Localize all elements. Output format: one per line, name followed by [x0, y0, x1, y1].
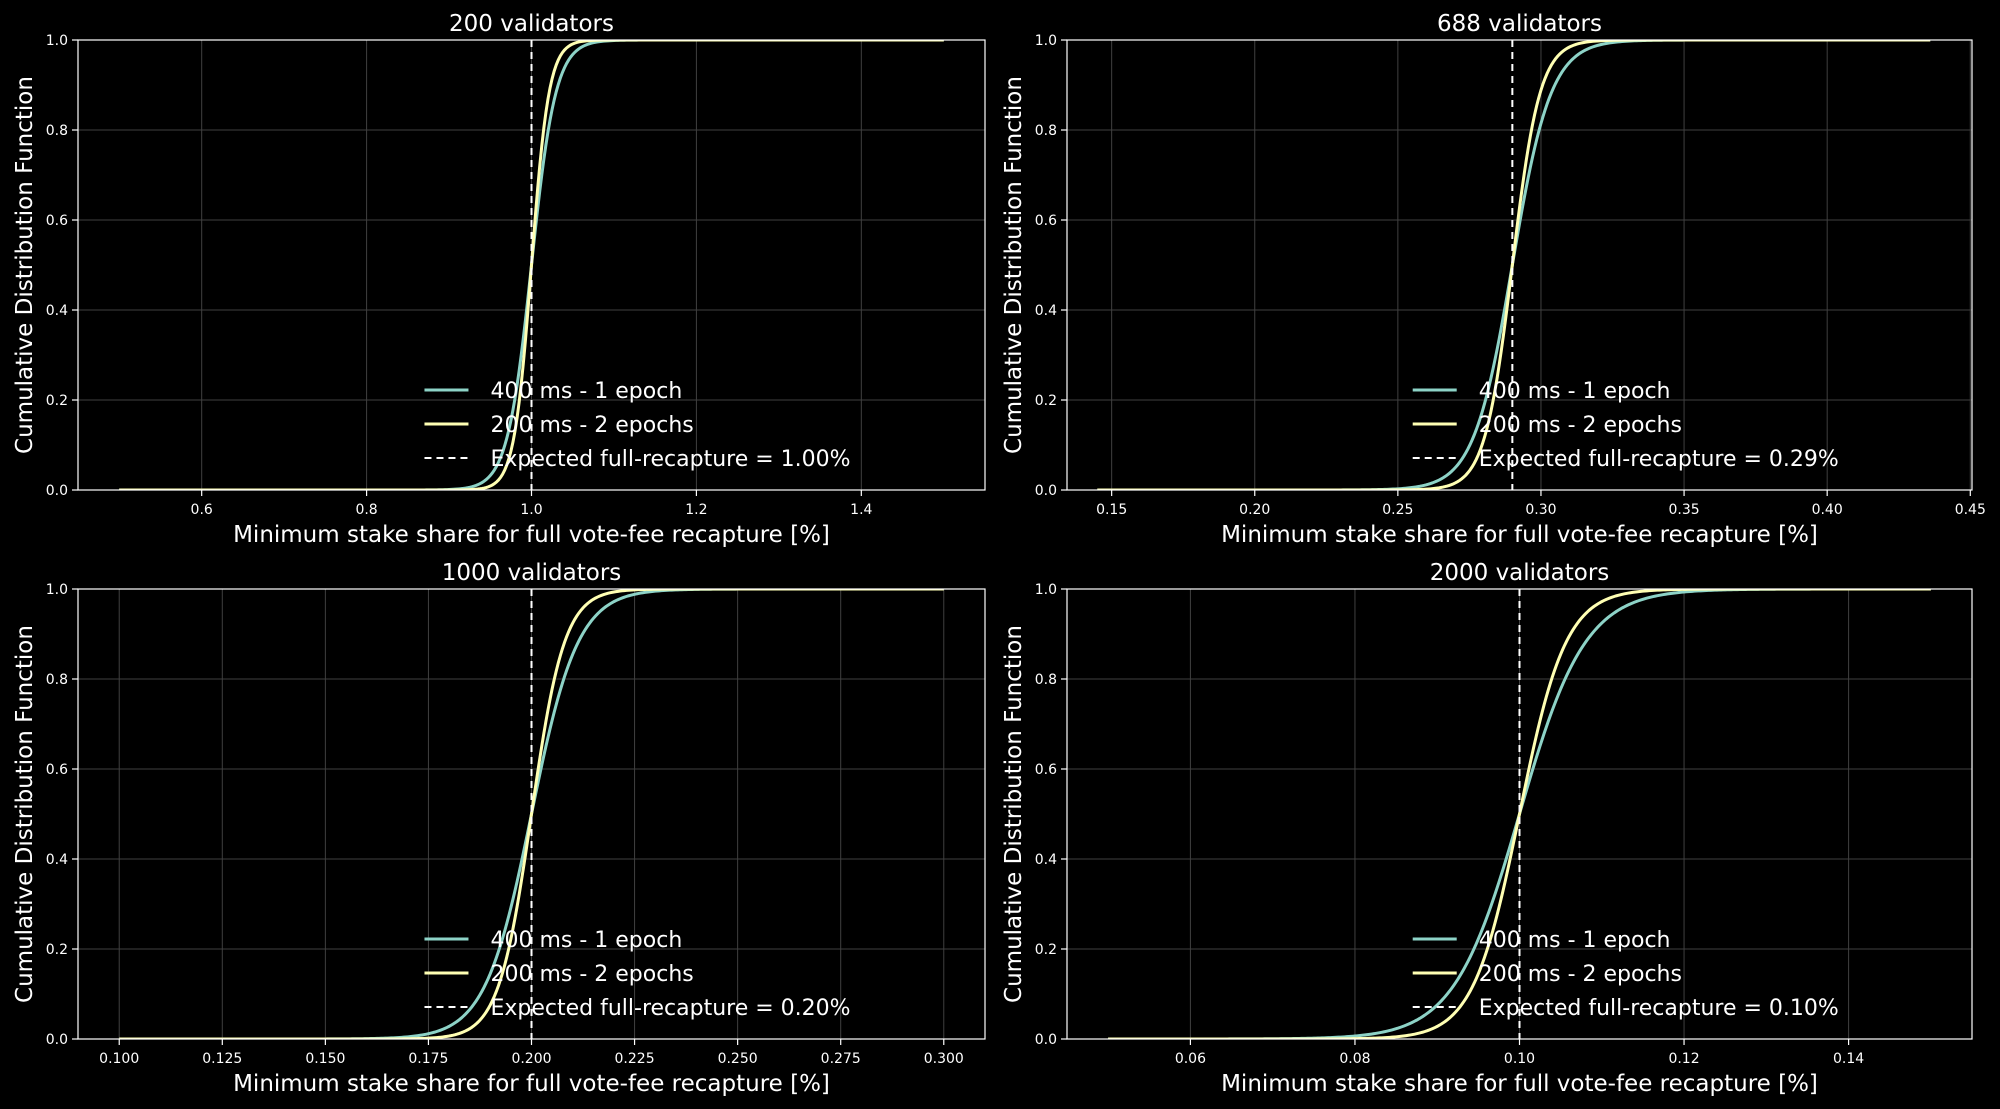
x-tick-label: 0.15 [1096, 502, 1127, 518]
y-tick-label: 1.0 [1035, 33, 1057, 49]
x-tick-label: 0.40 [1812, 502, 1843, 518]
x-tick-label: 0.300 [924, 1051, 964, 1067]
y-tick-label: 1.0 [46, 33, 68, 49]
y-tick-label: 0.2 [1035, 393, 1057, 409]
x-axis-label: Minimum stake share for full vote-fee re… [233, 522, 830, 548]
y-axis-label: Cumulative Distribution Function [1001, 625, 1027, 1003]
panel-4: 0.06 0.08 0.10 0.12 0.14 0.0 0.2 0.4 0.6 0.8 1.0 20… [1001, 560, 1973, 1097]
y-tick-label: 0.6 [46, 213, 68, 229]
y-tick-label: 0.2 [46, 393, 68, 409]
x-tick-label: 1.2 [685, 502, 707, 518]
legend-entry-expected: Expected full-recapture = 1.00% [490, 447, 850, 472]
y-axis-label: Cumulative Distribution Function [12, 76, 38, 454]
legend-entry: 200 ms - 2 epochs [490, 962, 693, 987]
legend-entry: 400 ms - 1 epoch [1479, 928, 1671, 953]
legend-entry: 200 ms - 2 epochs [490, 413, 693, 438]
axes-frame [1066, 39, 1973, 491]
y-tick-label: 0.0 [1035, 1032, 1057, 1048]
y-tick-label: 1.0 [46, 582, 68, 598]
panel-2: 0.15 0.20 0.25 0.30 0.35 0.40 0.45 0.0 0.2 0.4 0.6… [1001, 11, 1986, 548]
x-tick-label: 0.35 [1668, 502, 1699, 518]
legend: 400 ms - 1 epoch 200 ms - 2 epochs Expecte… [424, 379, 851, 472]
y-tick-label: 0.8 [46, 672, 68, 688]
legend-entry: 200 ms - 2 epochs [1479, 413, 1682, 438]
x-tick-label: 0.100 [99, 1051, 139, 1067]
x-tick-label: 1.0 [520, 502, 542, 518]
series-line-200ms-2-epochs [1108, 589, 1931, 1039]
x-tick-label: 0.225 [615, 1051, 655, 1067]
y-tick-label: 0.4 [1035, 852, 1057, 868]
panel-3: 0.100 0.125 0.150 0.175 0.200 0.225 0.250 0.275… [12, 560, 986, 1097]
x-tick-label: 0.125 [202, 1051, 242, 1067]
x-tick-label: 0.30 [1525, 502, 1556, 518]
x-tick-label: 0.8 [355, 502, 377, 518]
x-tick-label: 0.150 [305, 1051, 345, 1067]
x-tick-label: 0.250 [718, 1051, 758, 1067]
panel-1: 0.6 0.8 1.0 1.2 1.4 0.0 0.2 0.4 0.6 0.8 1.0 200 val… [12, 11, 986, 548]
y-tick-label: 0.6 [46, 762, 68, 778]
legend-entry: 400 ms - 1 epoch [1479, 379, 1671, 404]
y-tick-label: 0.4 [46, 303, 68, 319]
x-tick-label: 1.4 [850, 502, 872, 518]
x-axis-label: Minimum stake share for full vote-fee re… [233, 1071, 830, 1097]
x-tick-label: 0.25 [1382, 502, 1413, 518]
x-axis-label: Minimum stake share for full vote-fee re… [1221, 1071, 1818, 1097]
y-tick-label: 0.8 [46, 123, 68, 139]
legend-entry: 400 ms - 1 epoch [490, 928, 682, 953]
legend-entry: 200 ms - 2 epochs [1479, 962, 1682, 987]
legend-entry-expected: Expected full-recapture = 0.29% [1479, 447, 1839, 472]
panel-title: 688 validators [1437, 11, 1602, 37]
y-tick-label: 0.8 [1035, 123, 1057, 139]
x-tick-label: 0.08 [1339, 1051, 1370, 1067]
legend: 400 ms - 1 epoch 200 ms - 2 epochs Expecte… [1412, 379, 1839, 472]
y-tick-label: 1.0 [1035, 582, 1057, 598]
x-tick-label: 0.6 [191, 502, 213, 518]
x-tick-label: 0.200 [511, 1051, 551, 1067]
panel-title: 1000 validators [442, 560, 622, 586]
y-tick-label: 0.4 [46, 852, 68, 868]
series-line-200ms-2-epochs [119, 589, 944, 1039]
panel-title: 200 validators [449, 11, 614, 37]
legend-entry-expected: Expected full-recapture = 0.10% [1479, 996, 1839, 1021]
y-tick-label: 0.0 [1035, 483, 1057, 499]
x-tick-label: 0.12 [1668, 1051, 1699, 1067]
panel-title: 2000 validators [1430, 560, 1610, 586]
y-tick-label: 0.2 [1035, 942, 1057, 958]
y-tick-label: 0.4 [1035, 303, 1057, 319]
legend-entry-expected: Expected full-recapture = 0.20% [490, 996, 850, 1021]
y-tick-label: 0.6 [1035, 762, 1057, 778]
legend-entry: 400 ms - 1 epoch [490, 379, 682, 404]
y-tick-label: 0.0 [46, 1032, 68, 1048]
x-tick-label: 0.20 [1239, 502, 1270, 518]
x-tick-label: 0.14 [1833, 1051, 1864, 1067]
y-tick-label: 0.6 [1035, 213, 1057, 229]
y-tick-label: 0.0 [46, 483, 68, 499]
y-axis-label: Cumulative Distribution Function [1001, 76, 1027, 454]
x-axis-label: Minimum stake share for full vote-fee re… [1221, 522, 1818, 548]
x-tick-label: 0.175 [408, 1051, 448, 1067]
x-tick-label: 0.275 [821, 1051, 861, 1067]
legend: 400 ms - 1 epoch 200 ms - 2 epochs Expecte… [424, 928, 851, 1021]
y-axis-label: Cumulative Distribution Function [12, 625, 38, 1003]
legend: 400 ms - 1 epoch 200 ms - 2 epochs Expecte… [1412, 928, 1839, 1021]
series-line-200ms-2-epochs [119, 40, 944, 490]
y-tick-label: 0.2 [46, 942, 68, 958]
x-tick-label: 0.06 [1175, 1051, 1206, 1067]
series-line-200ms-2-epochs [1097, 40, 1931, 490]
y-tick-label: 0.8 [1035, 672, 1057, 688]
x-tick-label: 0.10 [1504, 1051, 1535, 1067]
x-tick-label: 0.45 [1955, 502, 1986, 518]
